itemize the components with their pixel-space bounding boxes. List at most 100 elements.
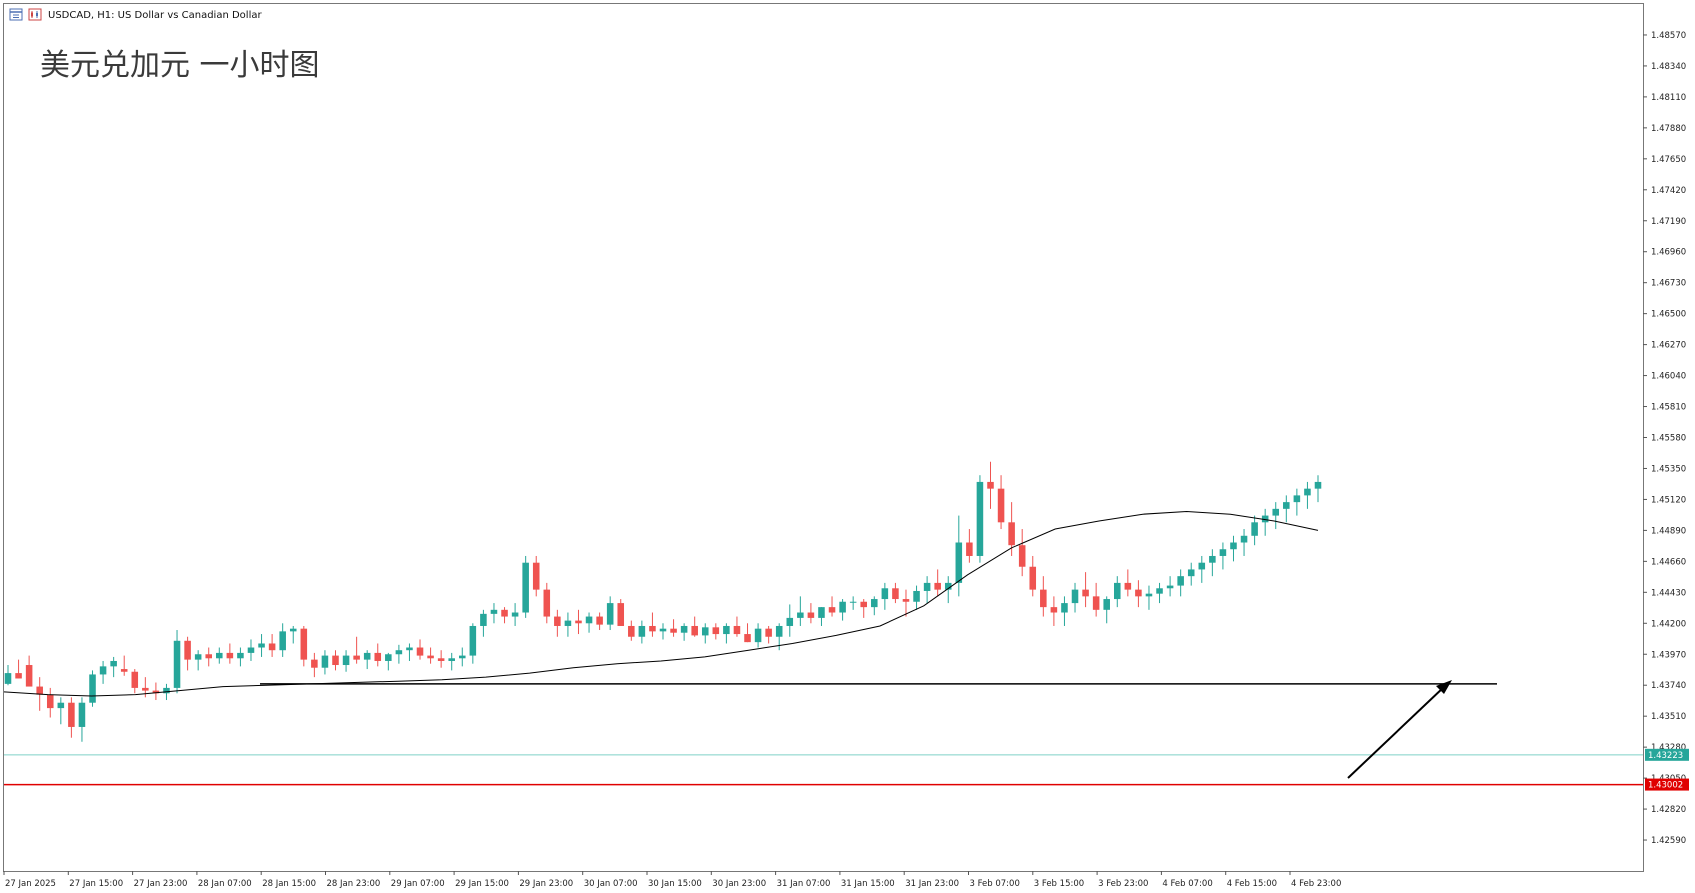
candle-body	[575, 620, 582, 624]
candle	[670, 619, 677, 637]
candle-body	[268, 643, 276, 651]
candle	[511, 603, 519, 626]
price-tags: 1.43223 1.43002	[1645, 748, 1689, 791]
time-tick-label: 27 Jan 15:00	[69, 879, 123, 889]
current-price-tag-background	[1645, 748, 1689, 761]
candle-body	[36, 686, 43, 695]
candle	[944, 576, 952, 604]
candle	[1198, 555, 1206, 583]
candle	[342, 650, 350, 672]
candle	[406, 643, 413, 661]
chart-window-icon[interactable]	[9, 8, 23, 21]
candle	[818, 607, 825, 626]
candle	[1040, 576, 1047, 617]
candlestick-series	[4, 461, 1322, 742]
candle-body	[902, 599, 910, 602]
price-tick-label: 1.42590	[1651, 836, 1686, 846]
candle	[501, 607, 508, 624]
price-tick-label: 1.46960	[1651, 248, 1686, 258]
support-price-tag-label: 1.43002	[1648, 781, 1683, 791]
candle	[638, 620, 646, 644]
candle-body	[849, 601, 857, 603]
candle	[543, 582, 551, 624]
candle-body	[1304, 488, 1311, 496]
candle	[173, 630, 181, 694]
candle-body	[131, 671, 139, 688]
candle	[1018, 529, 1026, 577]
candle-body	[1230, 542, 1237, 550]
time-tick-label: 3 Feb 07:00	[970, 879, 1020, 889]
candle-body	[712, 627, 720, 635]
candle-body	[4, 673, 12, 684]
candle	[860, 599, 868, 618]
candle-body	[237, 652, 244, 659]
candle-body	[543, 589, 551, 617]
candle-body	[406, 647, 413, 651]
candle	[363, 650, 371, 670]
candle	[1135, 580, 1142, 608]
candle	[289, 625, 297, 644]
candle-body	[353, 655, 360, 660]
price-tick-label: 1.42820	[1651, 805, 1686, 815]
candle-body	[606, 603, 614, 625]
candle-body	[342, 655, 350, 666]
candle-body	[78, 702, 86, 727]
candle-body	[279, 631, 286, 651]
candlestick-mode-icon[interactable]	[28, 8, 42, 21]
candle	[1283, 495, 1290, 523]
price-tick-label: 1.43280	[1651, 743, 1686, 753]
candle	[807, 603, 815, 624]
candle-body	[775, 625, 783, 637]
time-axis[interactable]: 27 Jan 2025 27 Jan 15:00 27 Jan 23:00 28 Ja…	[3, 871, 1341, 889]
price-tick-label: 1.46040	[1651, 372, 1686, 382]
candle	[437, 650, 445, 668]
candle	[575, 609, 582, 635]
time-tick-label: 30 Jan 23:00	[712, 879, 766, 889]
candle-body	[1187, 569, 1195, 577]
candle-body	[1018, 545, 1026, 567]
trend-arrow[interactable]	[1347, 680, 1452, 779]
candle-body	[110, 660, 117, 667]
candle	[1145, 585, 1153, 610]
candle-body	[173, 640, 181, 688]
price-tick-label: 1.48340	[1651, 62, 1686, 72]
candle	[1082, 572, 1089, 608]
candle-body	[997, 488, 1005, 523]
candle-body	[480, 613, 487, 626]
candle-body	[1209, 555, 1216, 563]
candle-body	[1124, 582, 1132, 590]
candle-body	[258, 643, 265, 648]
candle	[194, 650, 202, 671]
candle-body	[427, 655, 434, 659]
candle-body	[765, 628, 772, 637]
candle	[966, 529, 973, 563]
candle	[881, 582, 889, 610]
price-tick-label: 1.44200	[1651, 619, 1686, 629]
candle-body	[522, 562, 529, 613]
candle	[480, 609, 487, 637]
candle	[1209, 549, 1216, 577]
candle-body	[934, 582, 941, 590]
time-tick-label: 3 Feb 15:00	[1034, 879, 1084, 889]
candle-body	[311, 659, 318, 668]
candle	[1156, 582, 1163, 604]
candle	[754, 623, 762, 648]
candle-body	[152, 690, 160, 694]
candle-body	[395, 650, 403, 655]
candle	[448, 652, 455, 671]
candle-body	[1177, 576, 1184, 586]
candle	[332, 650, 339, 671]
current-price-tag-label: 1.43223	[1648, 751, 1683, 761]
price-tick-label: 1.45120	[1651, 495, 1686, 505]
candle-body	[871, 599, 878, 608]
candle-body	[15, 673, 22, 679]
candle-body	[839, 601, 846, 613]
candle-body	[205, 654, 213, 659]
candle-body	[1092, 596, 1100, 610]
candle	[68, 697, 75, 738]
candle-body	[1071, 589, 1079, 604]
candle-body	[68, 702, 75, 727]
price-tick-label: 1.47420	[1651, 186, 1686, 196]
candle	[680, 623, 688, 641]
